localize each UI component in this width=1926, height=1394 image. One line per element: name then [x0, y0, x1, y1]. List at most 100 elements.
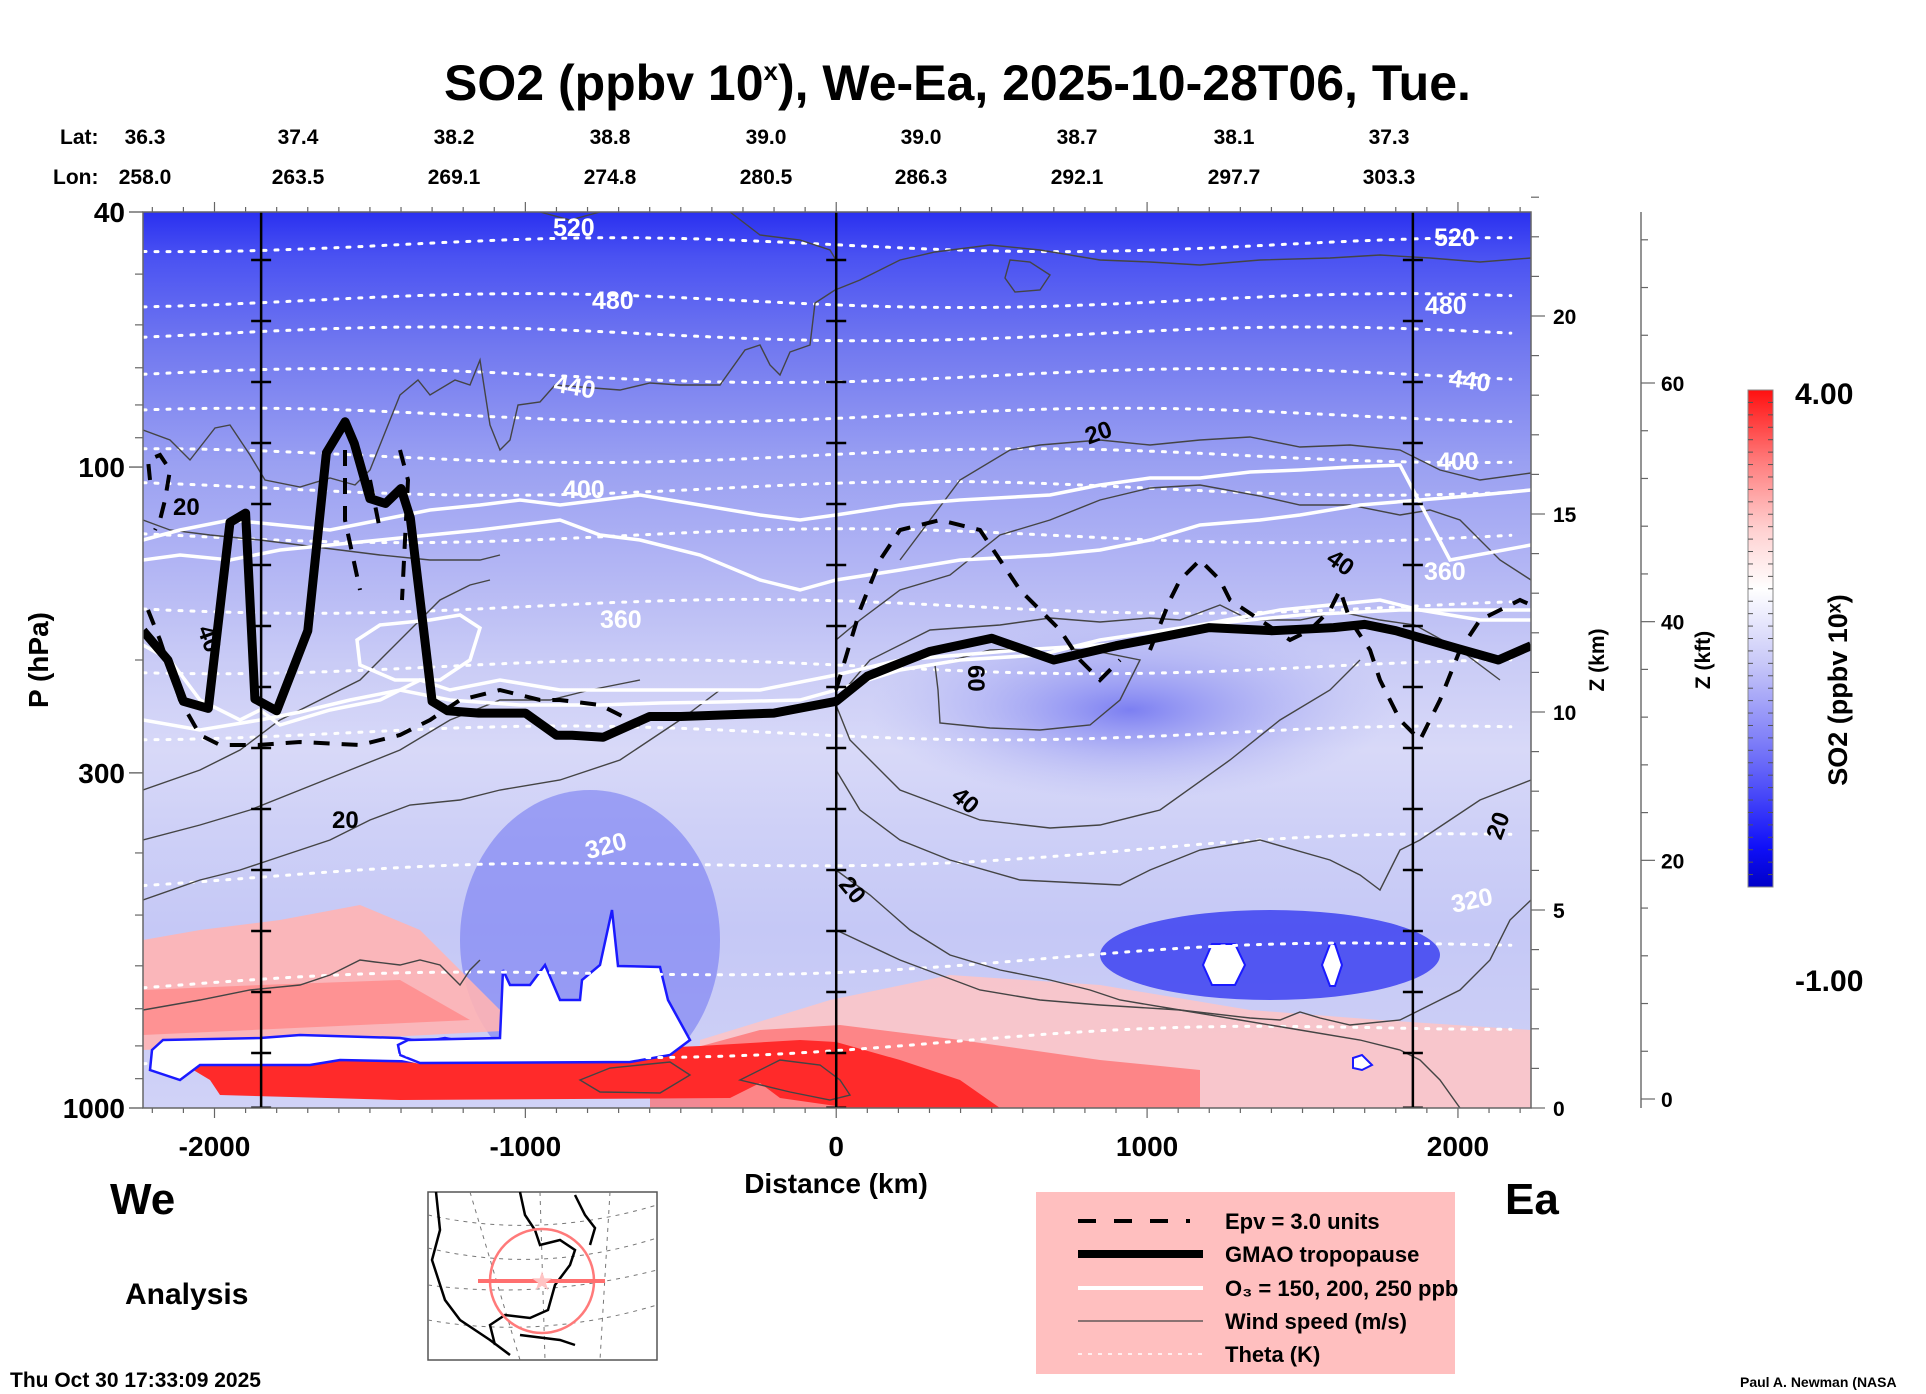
lat-value: 38.1: [1214, 126, 1255, 149]
theta-contour-480: [143, 325, 1513, 343]
x-tick-label: -2000: [179, 1131, 251, 1162]
lon-value: 258.0: [119, 166, 172, 189]
theta-label-400: 400: [563, 476, 605, 504]
legend-label-epv: Epv = 3.0 units: [1225, 1209, 1380, 1234]
graticule: [427, 1191, 658, 1361]
kft-tick-label: 60: [1661, 373, 1684, 396]
wind-contour: [899, 436, 1531, 561]
theta-contour-440: [143, 406, 1513, 424]
masked-hex-2: [1320, 943, 1344, 987]
masked-hex-1: [1201, 943, 1247, 986]
masked-area-plume: [396, 909, 692, 1065]
theta-label-360-right: 360: [1424, 558, 1466, 586]
z-km-tick-label: 15: [1553, 504, 1577, 527]
z-kft-axis-label: Z (kft): [1692, 631, 1715, 689]
lon-values: 258.0 263.5 269.1 274.8 280.5 286.3 292.1 297.7…: [119, 166, 1416, 189]
wind-contour-near-surface: [578, 1061, 692, 1094]
lon-value: 263.5: [272, 166, 325, 189]
lon-value: 280.5: [740, 166, 793, 189]
y-tick-label: 1000: [63, 1093, 125, 1124]
lon-value: 269.1: [428, 166, 481, 189]
lat-value: 37.4: [278, 126, 319, 149]
wind-contour-40: [835, 659, 1361, 829]
masked-small: [1352, 1053, 1374, 1072]
z-km-tick-label: 0: [1553, 1098, 1565, 1121]
lat-value: 36.3: [125, 126, 166, 149]
ozone-contour: [143, 463, 1531, 562]
x-tick-label: 2000: [1427, 1131, 1489, 1162]
y-tick-label: 40: [94, 197, 125, 228]
wind-label-60: 60: [962, 665, 989, 692]
y-tick-label: 100: [78, 452, 125, 483]
lon-value: 292.1: [1051, 166, 1104, 189]
credit: Paul A. Newman (NASA: [1740, 1374, 1897, 1390]
kft-tick-label: 40: [1661, 612, 1684, 635]
map-inset: ★: [427, 1191, 658, 1361]
y-axis-label: P (hPa): [23, 612, 54, 708]
theta-label-480: 480: [592, 287, 634, 315]
wind-contour-upper: [729, 212, 837, 261]
wind-contour: [143, 689, 721, 901]
lat-lon-header: Lat: Lon: 36.3 37.4 38.2 38.8 39.0 39.0 38.7 38…: [53, 126, 1415, 189]
chart-title: SO2 (ppbv 10x), We-Ea, 2025-10-28T06, Tu…: [444, 55, 1471, 111]
lon-label: Lon:: [53, 166, 98, 189]
x-axis: -2000 -1000 0 1000 2000: [151, 202, 1521, 1162]
theta-contour-320: [143, 832, 1513, 888]
epv-contour: [1148, 557, 1531, 744]
red-band-left-core: [143, 980, 470, 1035]
colorbar-max-label: 4.00: [1795, 378, 1853, 411]
colorbar-ticks: [1748, 401, 1773, 876]
wind-contour: [835, 484, 1531, 641]
wind-contour: [835, 869, 1461, 1108]
wind-contour: [143, 579, 491, 791]
center-star-icon: ★: [530, 1266, 553, 1296]
ozone-contour: [143, 608, 1531, 732]
legend-label-wind: Wind speed (m/s): [1225, 1309, 1407, 1334]
z-kft-axis: 0 20 40 60: [1640, 212, 1684, 1112]
x-tick-label: -1000: [490, 1131, 562, 1162]
x-tick-label: 0: [828, 1131, 844, 1162]
lon-value: 274.8: [584, 166, 637, 189]
legend-label-tropopause: GMAO tropopause: [1225, 1242, 1419, 1267]
ozone-contours: [143, 463, 1531, 732]
z-km-tick-label: 10: [1553, 702, 1576, 725]
colorbar-min-label: -1.00: [1795, 965, 1863, 998]
lat-value: 37.3: [1369, 126, 1410, 149]
y-axis: 40 100 300 1000: [63, 197, 143, 1124]
theta-label-480-right: 480: [1425, 292, 1467, 320]
theta-contour-520: [143, 236, 1513, 254]
timestamp: Thu Oct 30 17:33:09 2025: [10, 1369, 261, 1392]
legend-box: [1036, 1192, 1455, 1374]
vertical-markers: [251, 212, 1423, 1108]
tropopause-line: [143, 417, 1531, 742]
plot-area: 520 520 480 480 440 440 400 400 360 360 …: [143, 212, 1531, 1108]
colorbar: 4.00 -1.00 SO2 (ppbv 10ˣ): [1747, 378, 1863, 998]
lat-label: Lat:: [60, 126, 99, 149]
wind-contour: [143, 959, 481, 1011]
theta-label-520: 520: [553, 214, 595, 242]
blue-anomaly-right: [870, 620, 1390, 800]
lat-values: 36.3 37.4 38.2 38.8 39.0 39.0 38.7 38.1 37.3: [125, 126, 1410, 149]
z-km-axis-label: Z (km): [1586, 629, 1609, 692]
theta-contour-310: [143, 941, 1513, 990]
west-label: We: [110, 1175, 175, 1224]
theta-label-440-right: 440: [1447, 364, 1492, 398]
lon-value: 297.7: [1208, 166, 1261, 189]
wind-contour: [835, 769, 1531, 892]
legend-label-theta: Theta (K): [1225, 1342, 1320, 1367]
z-km-tick-label: 5: [1553, 900, 1565, 923]
x-tick-label: 1000: [1116, 1131, 1178, 1162]
wind-contour: [143, 679, 641, 841]
kft-tick-label: 20: [1661, 850, 1684, 873]
theta-contour-330: [143, 724, 1513, 742]
wind-contour-upper: [1004, 259, 1051, 293]
lat-value: 38.2: [434, 126, 475, 149]
ozone-contour-loop: [355, 613, 483, 682]
lat-value: 38.8: [590, 126, 631, 149]
epv-contour: [834, 517, 1122, 691]
theta-contour-500: [143, 292, 1513, 309]
wind-contour: [835, 899, 1531, 1026]
theta-label-520-right: 520: [1434, 224, 1476, 252]
analysis-label: Analysis: [125, 1278, 248, 1311]
